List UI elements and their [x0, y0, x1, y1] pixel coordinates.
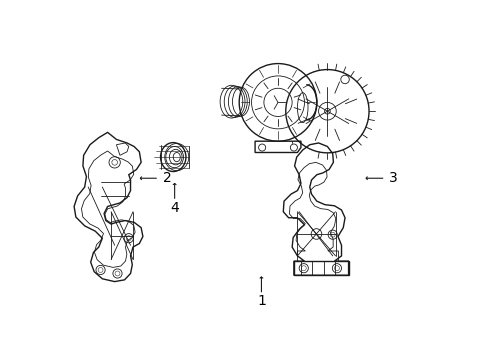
Text: 2: 2 — [162, 171, 171, 185]
Text: 4: 4 — [170, 201, 179, 215]
Text: 1: 1 — [257, 294, 265, 308]
Text: 3: 3 — [388, 171, 397, 185]
